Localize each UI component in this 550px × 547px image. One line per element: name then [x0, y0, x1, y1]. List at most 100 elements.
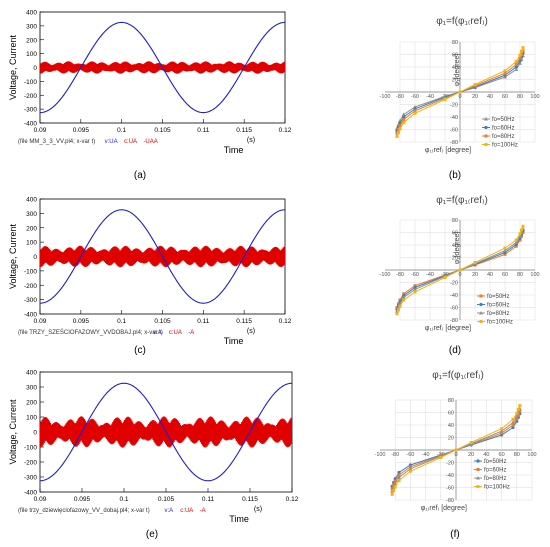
- file-caption: (file MM_3_3_VV.pl4; x-var t): [18, 139, 95, 145]
- y-tick-label: -60: [450, 306, 458, 312]
- x-tick-label: 20: [472, 94, 478, 100]
- y-tick-label: 60: [452, 53, 458, 59]
- x-tick-label: 100: [527, 452, 536, 458]
- data-point: [476, 485, 480, 488]
- legend-label: fo=60Hz: [492, 126, 515, 132]
- voltage-trace: [40, 209, 285, 304]
- data-point: [476, 459, 480, 463]
- chart-title: φ₁=f(φ₁₍ref₎): [432, 370, 484, 381]
- x-tick-label: 0.11: [202, 496, 215, 503]
- x-tick-label: 0.12: [279, 318, 292, 325]
- phase-plot-panel: φ₁=f(φ₁₍ref₎) -100 -80 -60 -40 -200 20 40 60 80 10…: [379, 16, 539, 181]
- trace-legend-entry: -A: [200, 508, 206, 514]
- data-point: [503, 248, 507, 253]
- data-point: [473, 83, 477, 86]
- y-tick-label: 300: [26, 23, 37, 30]
- x-axis-label: φ₁₍ref₎ [degree]: [425, 325, 471, 332]
- x-tick-label: 80: [514, 452, 520, 458]
- y-tick-label: 80: [452, 40, 458, 46]
- x-tick-label: -40: [422, 452, 430, 458]
- x-tick-label: 0: [458, 272, 461, 278]
- phase-plot-panel: φ₁=f(φ₁₍ref₎) -100 -80 -60 -40 -200 20 40 60 80 10…: [374, 370, 536, 540]
- data-point: [469, 441, 473, 444]
- trace-legend-entry: c:UA: [180, 508, 193, 514]
- data-point: [397, 308, 400, 312]
- data-point: [511, 423, 515, 427]
- data-point: [514, 414, 519, 418]
- y-tick-label: 0: [33, 254, 37, 261]
- chart-title: φ₁=f(φ₁₍ref₎): [436, 195, 488, 206]
- legend-label: fo=50Hz: [492, 117, 515, 123]
- data-point: [518, 56, 522, 60]
- voltage-trace: [40, 21, 285, 114]
- x-tick-label: 0.095: [73, 318, 90, 325]
- x-tick-label: 20: [472, 272, 478, 278]
- y-tick-label: 300: [26, 211, 37, 218]
- y-tick-label: -200: [24, 93, 37, 100]
- data-point: [397, 131, 400, 135]
- y-tick-label: -60: [450, 128, 458, 134]
- x-tick-label: 80: [517, 94, 523, 100]
- x-tick-label: 60: [499, 452, 505, 458]
- data-series: [395, 46, 525, 138]
- x-tick-label: 0.09: [34, 496, 47, 503]
- legend-label: fo=80Hz: [484, 476, 507, 482]
- y-tick-label: -40: [450, 115, 458, 121]
- chart-title: φ₁=f(φ₁₍ref₎): [436, 16, 488, 27]
- y-tick-label: 80: [452, 218, 458, 224]
- y-tick-label: -200: [24, 460, 37, 467]
- data-point: [479, 302, 483, 307]
- y-tick-label: 200: [26, 400, 37, 407]
- y-tick-label: -300: [24, 297, 37, 304]
- y-tick-label: -300: [24, 107, 37, 114]
- x-unit-label: (s): [247, 328, 255, 335]
- x-unit-label: (s): [254, 506, 262, 513]
- panel-caption: (f): [450, 529, 459, 540]
- legend-label: fo=100Hz: [492, 143, 518, 149]
- data-point: [511, 417, 515, 421]
- legend-label: fo=80Hz: [487, 311, 510, 317]
- data-point: [484, 134, 488, 138]
- file-caption: (file trzy_dziewięciofazowy_VV_dobaj.pl4…: [18, 508, 150, 514]
- y-tick-label: 100: [26, 240, 37, 247]
- data-point: [518, 238, 522, 242]
- data-point: [397, 479, 401, 483]
- data-point: [521, 224, 525, 228]
- data-point: [395, 306, 399, 309]
- voltage-trace: [40, 382, 292, 482]
- y-tick-label: 80: [448, 398, 454, 404]
- y-tick-label: 100: [26, 415, 37, 422]
- data-point: [413, 287, 417, 291]
- y-axis-label: Voltage, Current: [8, 223, 18, 289]
- data-point: [443, 276, 447, 279]
- y-tick-label: -60: [446, 486, 454, 492]
- y-tick-label: 40: [448, 423, 454, 429]
- y-tick-label: -40: [450, 293, 458, 299]
- data-point: [518, 53, 522, 57]
- x-tick-label: 0: [454, 452, 457, 458]
- x-tick-label: -80: [396, 272, 404, 278]
- x-tick-label: 0.115: [242, 496, 258, 503]
- data-point: [503, 246, 507, 250]
- data-point: [521, 231, 525, 234]
- y-tick-label: 400: [26, 10, 37, 17]
- y-tick-label: -80: [446, 498, 454, 504]
- x-tick-label: -100: [374, 452, 385, 458]
- x-tick-label: 60: [502, 94, 508, 100]
- x-tick-label: -60: [411, 272, 419, 278]
- y-tick-label: -80: [450, 318, 458, 324]
- x-tick-label: 0.09: [34, 318, 47, 325]
- y-tick-label: 40: [452, 65, 458, 71]
- data-point: [395, 134, 399, 138]
- data-point: [515, 411, 519, 415]
- data-point: [484, 117, 488, 121]
- trace-legend-entry: v:UA: [105, 139, 118, 145]
- current-trace: [40, 416, 292, 448]
- data-point: [395, 312, 399, 316]
- x-axis-label: φ₁₍ref₎ [degree]: [421, 505, 467, 512]
- data-point: [413, 284, 417, 288]
- data-point: [499, 429, 504, 433]
